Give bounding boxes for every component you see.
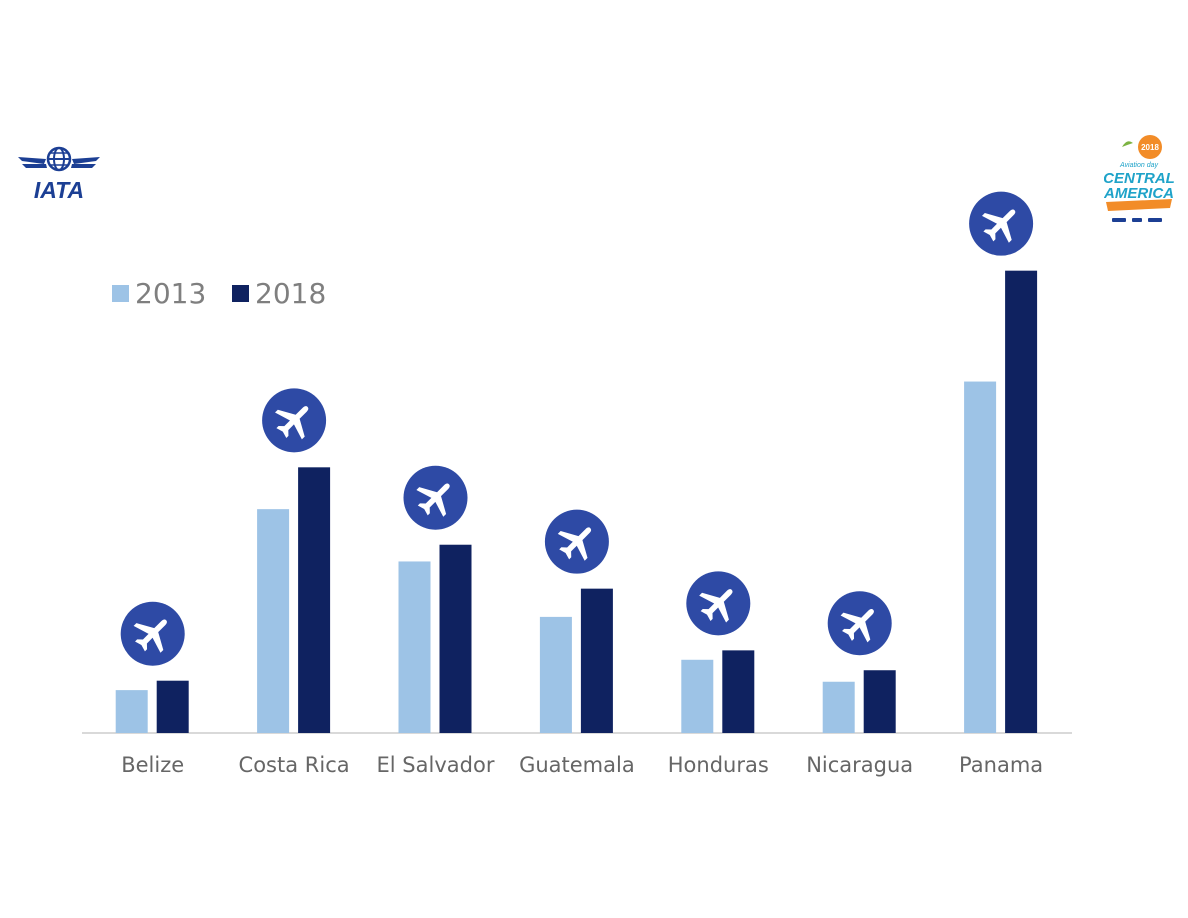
airplane-icon (840, 609, 874, 643)
bar-2018-belize (156, 680, 189, 733)
tick-label-guatemala: Guatemala (519, 753, 635, 777)
airplane-icon (416, 483, 450, 517)
bar-2018-panama (1005, 270, 1038, 733)
bar-2013-honduras (681, 659, 714, 733)
bar-2018-guatemala (580, 588, 613, 733)
airplane-icon (699, 589, 733, 623)
bar-2018-nicaragua (863, 670, 896, 733)
bar-2018-el-salvador (439, 544, 472, 733)
tick-label-honduras: Honduras (668, 753, 769, 777)
tick-label-el-salvador: El Salvador (377, 753, 495, 777)
ribbon (1106, 199, 1172, 211)
bar-2013-belize (115, 690, 148, 733)
badge-year: 2018 (1141, 143, 1159, 152)
tick-label-belize: Belize (121, 753, 184, 777)
airplane-icon (982, 209, 1016, 243)
bar-2013-guatemala (539, 616, 572, 733)
leaf-icon (1122, 141, 1133, 147)
iata-wordmark: IATA (34, 177, 84, 203)
legend-label-2018: 2018 (255, 277, 326, 310)
bar-2013-el-salvador (398, 561, 431, 733)
title-line-2: AMERICA (1104, 185, 1174, 202)
tagline: Aviation day (1119, 162, 1159, 169)
globe-icon (46, 146, 72, 172)
bar-2018-honduras (722, 650, 755, 733)
iata-logo: IATA (14, 145, 104, 205)
bar-2018-costa-rica (298, 467, 331, 733)
tick-label-panama: Panama (959, 753, 1043, 777)
airplane-icon (133, 619, 167, 653)
legend-swatch-2013 (112, 285, 129, 302)
tick-label-nicaragua: Nicaragua (806, 753, 913, 777)
sponsor-logos (1112, 218, 1162, 222)
title-line-1: CENTRAL (1104, 170, 1174, 187)
airplane-icon (275, 406, 309, 440)
airplane-icon (557, 527, 592, 561)
aviation-day-logo: 2018 Aviation day CENTRAL AMERICA (1103, 133, 1175, 229)
tick-label-costa-rica: Costa Rica (239, 753, 350, 777)
bar-2013-panama (964, 381, 997, 733)
bar-2013-nicaragua (822, 681, 855, 733)
legend-swatch-2018 (232, 285, 249, 302)
wings-icon (18, 157, 100, 168)
bar-2013-costa-rica (257, 509, 290, 733)
legend-label-2013: 2013 (135, 277, 206, 310)
badge-circle (1138, 135, 1162, 159)
